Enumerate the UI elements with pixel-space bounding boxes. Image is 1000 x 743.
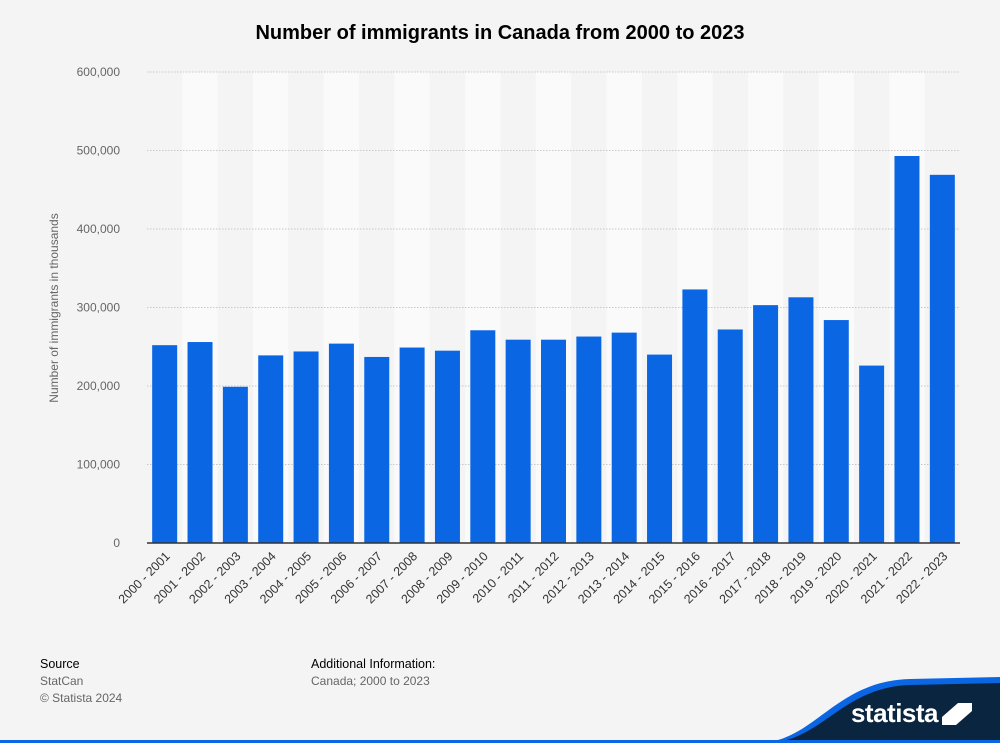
- statista-logo-text: statista: [850, 698, 939, 728]
- bar[interactable]: [894, 155, 920, 543]
- chart-area: 0 100,000 200,000 300,000 400,000 500,000 600,…: [47, 65, 960, 606]
- bar[interactable]: [364, 356, 390, 543]
- y-tick-label: 0: [113, 536, 120, 550]
- bar[interactable]: [541, 339, 566, 543]
- bar[interactable]: [434, 350, 460, 543]
- additional-info-line: Canada; 2000 to 2023: [311, 674, 430, 688]
- bar[interactable]: [576, 336, 602, 543]
- y-tick-label: 500,000: [77, 144, 121, 158]
- bar[interactable]: [152, 345, 178, 543]
- brand-wave: [760, 677, 1000, 743]
- bar[interactable]: [682, 289, 708, 543]
- additional-info-heading: Additional Information:: [311, 657, 436, 671]
- y-tick-label: 200,000: [77, 379, 121, 393]
- source-line[interactable]: StatCan: [40, 674, 84, 688]
- y-tick-label: 100,000: [77, 458, 121, 472]
- bar[interactable]: [753, 305, 779, 543]
- bar[interactable]: [470, 330, 496, 543]
- y-tick-label: 400,000: [77, 222, 121, 236]
- additional-info-block: Additional Information: Canada; 2000 to …: [311, 656, 435, 690]
- bar[interactable]: [647, 354, 673, 543]
- bar[interactable]: [788, 297, 814, 543]
- bar[interactable]: [399, 347, 425, 543]
- bar[interactable]: [611, 332, 637, 543]
- bar[interactable]: [222, 386, 248, 543]
- bar[interactable]: [258, 355, 284, 543]
- bar[interactable]: [293, 351, 319, 543]
- y-tick-label: 600,000: [77, 65, 121, 79]
- bar[interactable]: [859, 365, 885, 543]
- y-axis-ticks: 0 100,000 200,000 300,000 400,000 500,000 600,…: [77, 65, 121, 550]
- y-tick-label: 300,000: [77, 301, 121, 315]
- source-heading: Source: [40, 657, 80, 671]
- bottom-accent-line: [0, 740, 1000, 743]
- statista-logo-icon: [942, 703, 972, 725]
- bar[interactable]: [187, 342, 213, 543]
- bar[interactable]: [929, 174, 955, 543]
- chart-title: Number of immigrants in Canada from 2000…: [255, 22, 745, 44]
- bar[interactable]: [717, 329, 743, 543]
- statista-brand[interactable]: statista: [760, 673, 1000, 743]
- bars: [152, 155, 955, 543]
- bar[interactable]: [505, 339, 531, 543]
- bar[interactable]: [328, 343, 354, 543]
- source-block: Source StatCan © Statista 2024: [40, 656, 122, 707]
- y-axis-label: Number of immigrants in thousands: [47, 213, 61, 402]
- bar[interactable]: [823, 320, 849, 543]
- copyright-line: © Statista 2024: [40, 691, 123, 705]
